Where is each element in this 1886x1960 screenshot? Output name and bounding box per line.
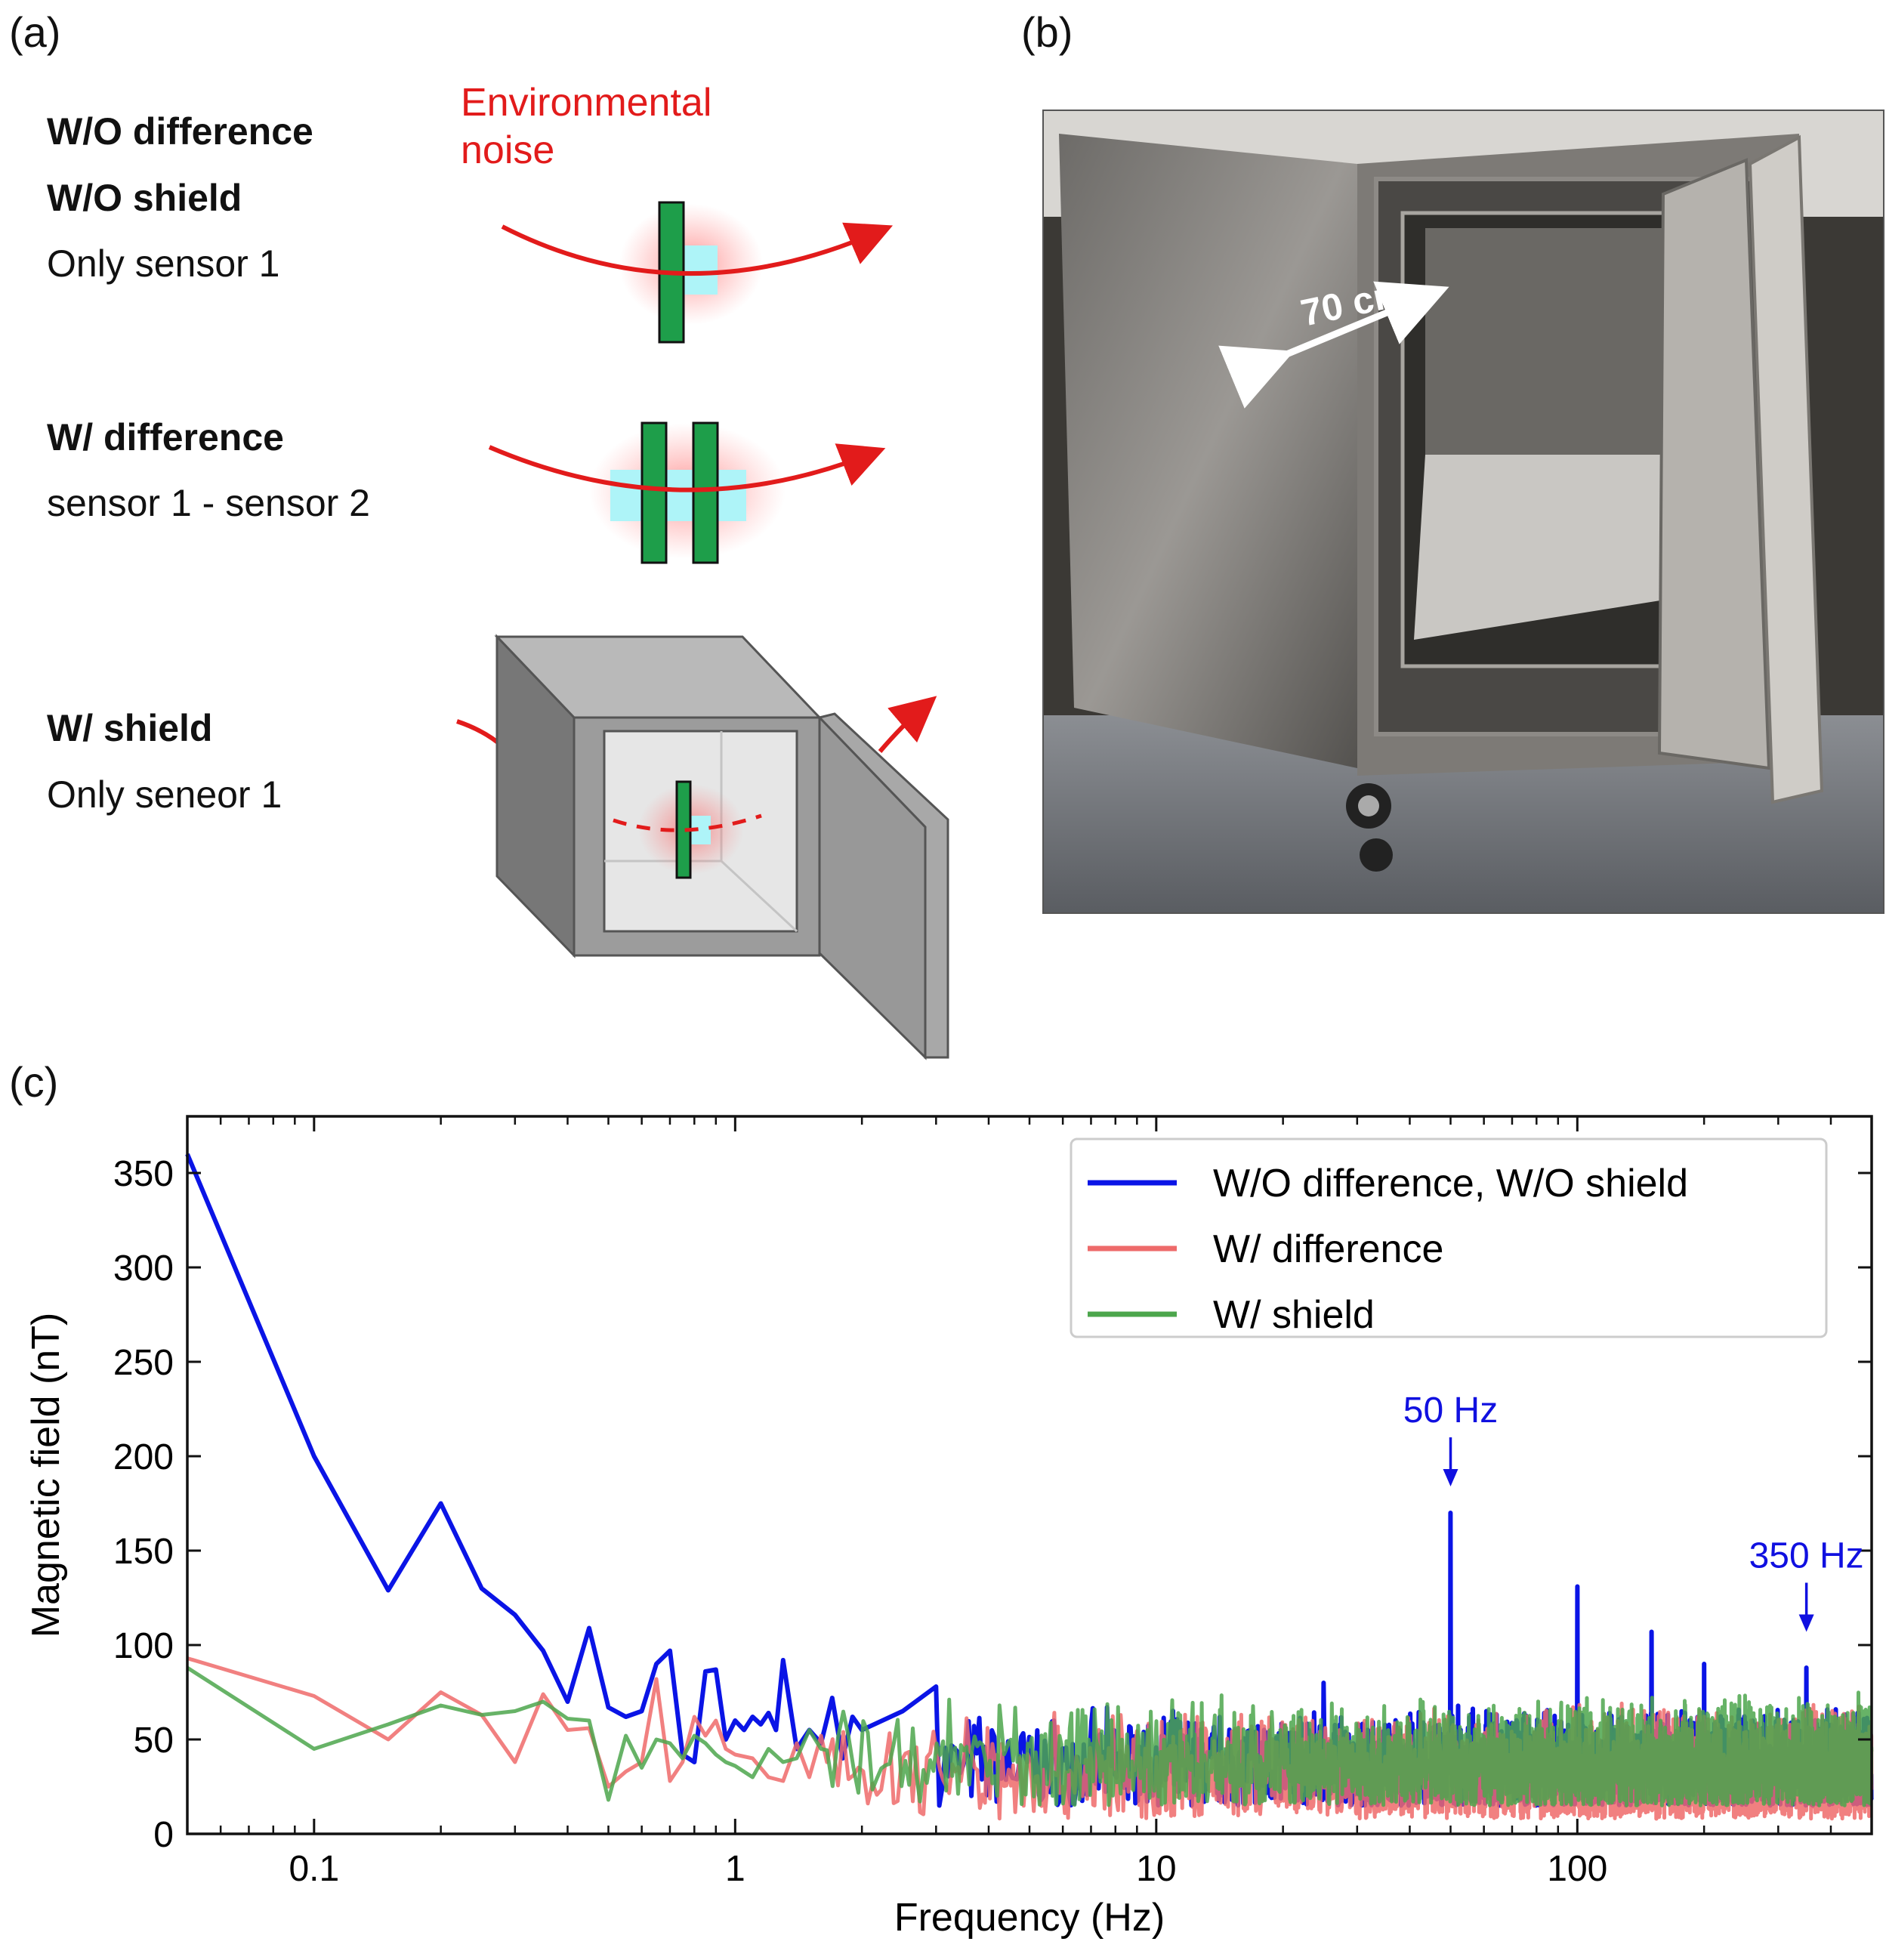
legend-label: W/O difference, W/O shield: [1213, 1162, 1688, 1205]
y-tick-label: 350: [113, 1154, 174, 1194]
case3-noise-out: [878, 696, 937, 753]
annotation-label: 50 Hz: [1403, 1391, 1498, 1431]
x-tick-label: 100: [1547, 1849, 1607, 1889]
case1-noise-arrow: [501, 222, 894, 276]
case1-line1: W/O difference: [47, 110, 313, 153]
panel-label-b: (b): [1021, 8, 1073, 56]
series-line-w-shield: [186, 1665, 1874, 1807]
case1-line3: Only sensor 1: [47, 242, 280, 285]
shield-box: [456, 634, 949, 1060]
y-tick-label: 250: [113, 1343, 174, 1383]
case3-line2: Only seneor 1: [47, 773, 282, 816]
dimension-arrow: [1218, 281, 1449, 409]
env-noise-line2: noise: [461, 128, 555, 173]
legend-label: W/ difference: [1213, 1227, 1443, 1271]
x-axis-label: Frequency (Hz): [894, 1896, 1165, 1940]
photo-box-floor: [1414, 455, 1675, 640]
case2-noise-arrow: [488, 443, 886, 492]
legend-label: W/ shield: [1213, 1293, 1375, 1337]
environmental-noise-label: Environmental noise: [461, 79, 711, 175]
frequency-spectrum-chart: 0 50 100 150 200 250 300 350 0.1 1 10 100 Frequency …: [24, 1115, 1874, 1940]
case3-noise-inside: [613, 813, 762, 832]
case1-line2: W/O shield: [47, 177, 242, 219]
panel-label-c: (c): [9, 1058, 59, 1106]
legend-box: [1070, 1137, 1828, 1338]
case2-sensor-bar-1: [640, 421, 668, 564]
case3-line1: W/ shield: [47, 707, 213, 749]
case2-line1: W/ difference: [47, 416, 284, 458]
case2-sensor-bar-2: [692, 421, 719, 564]
case2-sensor-group: [488, 421, 886, 564]
case2-sensor-cell: [610, 470, 746, 521]
case1-sensor-group: [501, 201, 894, 344]
y-axis-label: Magnetic field (nT): [24, 1313, 68, 1638]
box-opening: [603, 730, 798, 933]
y-tick-label: 300: [113, 1249, 174, 1289]
y-tick-label: 200: [113, 1437, 174, 1477]
annotation-label: 350 Hz: [1749, 1536, 1864, 1576]
panel-label-a: (a): [9, 8, 61, 56]
photo-illustration: [1044, 111, 1883, 912]
y-tick-label: 50: [134, 1721, 174, 1761]
schematic-diagram: [456, 201, 949, 1060]
axes-layer: 0 50 100 150 200 250 300 350 0.1 1 10 100 Frequency …: [24, 1116, 1873, 1940]
x-tick-label: 10: [1136, 1849, 1176, 1889]
photo-door-frame: [1657, 158, 1771, 770]
photo-door: [1748, 134, 1824, 804]
annotation-arrow-head: [1798, 1614, 1814, 1632]
series-layer: [185, 1153, 1874, 1821]
x-tick-label: 1: [725, 1849, 745, 1889]
legend: W/O difference, W/O shield W/ difference W…: [1070, 1137, 1828, 1338]
annotation-arrow-head: [1443, 1469, 1458, 1486]
env-noise-line1: Environmental: [461, 81, 712, 125]
y-tick-label: 100: [113, 1626, 174, 1666]
shield-box-photo: 70 cm: [1042, 110, 1884, 914]
y-tick-label: 0: [153, 1815, 174, 1855]
box-door-face: [818, 715, 927, 1060]
photo-box-side: [1059, 134, 1357, 768]
y-tick-label: 150: [113, 1532, 174, 1572]
case2-line2: sensor 1 - sensor 2: [47, 482, 370, 524]
annotation-layer: 50 Hz 350 Hz: [1403, 1391, 1864, 1632]
x-tick-label: 0.1: [289, 1849, 339, 1889]
